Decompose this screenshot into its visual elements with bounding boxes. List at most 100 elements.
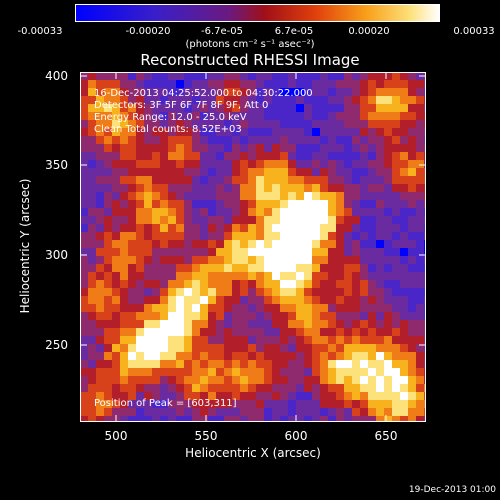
heatmap-cell [192, 376, 200, 384]
heatmap-cell [96, 304, 104, 312]
heatmap-cell [320, 328, 328, 336]
heatmap-cell [280, 264, 288, 272]
heatmap-cell [384, 88, 392, 96]
heatmap-cell [88, 120, 96, 128]
heatmap-cell [352, 416, 360, 422]
heatmap-cell [160, 80, 168, 88]
heatmap-cell [352, 248, 360, 256]
heatmap-cell [152, 312, 160, 320]
heatmap-cell [136, 392, 144, 400]
heatmap-cell [360, 344, 368, 352]
heatmap-cell [344, 400, 352, 408]
heatmap-cell [424, 264, 426, 272]
heatmap-cell [208, 152, 216, 160]
heatmap-cell [152, 120, 160, 128]
heatmap-cell [272, 104, 280, 112]
heatmap-cell [120, 344, 128, 352]
heatmap-cell [168, 136, 176, 144]
heatmap-cell [144, 144, 152, 152]
heatmap-cell [392, 168, 400, 176]
heatmap-cell [408, 232, 416, 240]
heatmap-cell [328, 272, 336, 280]
heatmap-cell [416, 408, 424, 416]
heatmap-cell [400, 88, 408, 96]
heatmap-cell [288, 88, 296, 96]
heatmap-cell [272, 344, 280, 352]
heatmap-cell [120, 240, 128, 248]
heatmap-cell [176, 160, 184, 168]
heatmap-cell [264, 152, 272, 160]
heatmap-cell [352, 104, 360, 112]
heatmap-cell [240, 160, 248, 168]
heatmap-cell [344, 352, 352, 360]
heatmap-cell [408, 72, 416, 80]
heatmap-cell [232, 384, 240, 392]
heatmap-cell [192, 88, 200, 96]
heatmap-cell [344, 256, 352, 264]
heatmap-cell [216, 152, 224, 160]
heatmap-cell [192, 408, 200, 416]
heatmap-cell [128, 200, 136, 208]
heatmap-cell [224, 104, 232, 112]
heatmap-cell [304, 240, 312, 248]
heatmap-cell [336, 208, 344, 216]
heatmap-cell [184, 192, 192, 200]
heatmap-cell [184, 216, 192, 224]
heatmap-cell [384, 232, 392, 240]
heatmap-cell [160, 104, 168, 112]
heatmap-cell [240, 384, 248, 392]
heatmap-cell [200, 384, 208, 392]
heatmap-cell [184, 328, 192, 336]
heatmap-cell [216, 128, 224, 136]
heatmap-cell [248, 240, 256, 248]
heatmap-cell [88, 344, 96, 352]
heatmap-cell [416, 168, 424, 176]
heatmap-cell [128, 360, 136, 368]
heatmap-cell [296, 136, 304, 144]
heatmap-cell [360, 96, 368, 104]
heatmap-cell [400, 208, 408, 216]
colorbar [75, 4, 440, 22]
heatmap-cell [312, 216, 320, 224]
heatmap-cell [144, 264, 152, 272]
heatmap-cell [88, 408, 96, 416]
heatmap-cell [312, 112, 320, 120]
heatmap-cell [208, 112, 216, 120]
colorbar-tick-label: 6.7e-05 [274, 26, 314, 37]
heatmap-cell [144, 408, 152, 416]
heatmap-cell [296, 232, 304, 240]
heatmap-cell [288, 232, 296, 240]
heatmap-cell [272, 272, 280, 280]
heatmap-cell [88, 352, 96, 360]
heatmap-cell [104, 344, 112, 352]
heatmap-cell [224, 232, 232, 240]
heatmap-cell [120, 384, 128, 392]
heatmap-cell [376, 72, 384, 80]
heatmap-cell [144, 336, 152, 344]
heatmap-cell [128, 376, 136, 384]
heatmap-cell [296, 72, 304, 80]
x-tick-label: 650 [374, 429, 398, 443]
heatmap-cell [80, 96, 88, 104]
heatmap-cell [192, 96, 200, 104]
heatmap-cell [168, 304, 176, 312]
heatmap-cell [304, 312, 312, 320]
heatmap-cell [304, 408, 312, 416]
heatmap-cell [376, 320, 384, 328]
heatmap-cell [376, 128, 384, 136]
heatmap-cell [416, 392, 424, 400]
heatmap-cell [152, 232, 160, 240]
heatmap-cell [368, 248, 376, 256]
heatmap-cell [264, 304, 272, 312]
heatmap-cell [360, 248, 368, 256]
heatmap-cell [120, 136, 128, 144]
heatmap-cell [320, 104, 328, 112]
heatmap-cell [224, 184, 232, 192]
heatmap-cell [408, 136, 416, 144]
heatmap-cell [216, 280, 224, 288]
heatmap-cell [120, 152, 128, 160]
heatmap-cell [192, 104, 200, 112]
heatmap-cell [344, 360, 352, 368]
heatmap-cell [168, 264, 176, 272]
heatmap-cell [112, 144, 120, 152]
